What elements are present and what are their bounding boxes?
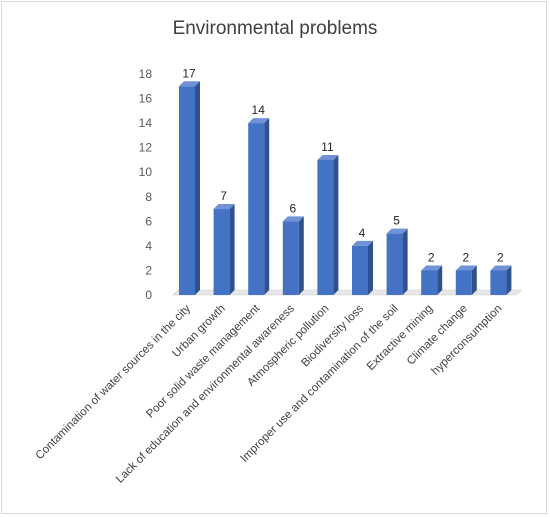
bar [455, 265, 477, 295]
data-label: 2 [462, 250, 469, 264]
bar-side [264, 118, 270, 295]
bar-top [317, 154, 339, 160]
bar-side [195, 81, 200, 296]
bar-side [368, 240, 373, 295]
bar [282, 216, 304, 295]
bar-front [282, 221, 299, 295]
bar-side [229, 204, 235, 295]
bar [248, 118, 270, 295]
bar-top [455, 265, 477, 271]
bar-side [471, 265, 477, 295]
y-tick-label: 16 [139, 92, 153, 106]
chart-title: Environmental problems [172, 18, 378, 39]
y-tick-label: 6 [145, 214, 152, 228]
y-tick-label: 18 [139, 67, 153, 81]
y-tick-label: 4 [145, 239, 152, 253]
bar-top [282, 216, 304, 222]
bar-side [506, 265, 512, 295]
category-label: Climate change [405, 303, 470, 368]
bar [352, 240, 373, 295]
data-label: 2 [428, 250, 435, 264]
bar-top [386, 228, 408, 234]
data-label: 5 [393, 214, 400, 228]
category-label: Extractive mining [365, 303, 435, 373]
bar-side [437, 265, 443, 295]
data-label: 14 [252, 103, 266, 117]
data-label: 6 [289, 201, 296, 215]
bar [490, 265, 512, 295]
bar-front [317, 159, 334, 295]
bar-front [248, 123, 265, 295]
bar-top [179, 81, 200, 87]
y-tick-label: 14 [139, 116, 153, 130]
bar-top [490, 265, 512, 271]
y-tick-label: 8 [145, 190, 152, 204]
bar [421, 265, 443, 295]
data-label: 4 [359, 226, 366, 240]
bar-top [248, 118, 270, 124]
bar-front [213, 209, 230, 295]
data-label: 7 [220, 189, 227, 203]
bar-front [490, 270, 507, 295]
bar-side [402, 228, 408, 295]
data-label: 17 [182, 66, 196, 80]
data-label: 11 [321, 140, 334, 154]
bar-front [455, 270, 472, 295]
bar-front [179, 86, 195, 296]
bar-top [352, 240, 373, 246]
bar-top [421, 265, 443, 271]
y-tick-label: 10 [139, 165, 153, 179]
y-tick-label: 0 [145, 288, 152, 302]
bar-front [352, 245, 368, 295]
bar [179, 81, 200, 296]
bar-side [298, 216, 304, 295]
y-tick-label: 12 [139, 141, 153, 155]
category-label: Biodiversity loss [299, 302, 366, 369]
bar-side [333, 154, 339, 295]
bar-front [421, 270, 438, 295]
data-label: 2 [497, 250, 504, 264]
bar [317, 154, 339, 295]
bar-front [386, 233, 403, 295]
y-tick-label: 2 [145, 263, 152, 277]
bar [386, 228, 408, 295]
bar-top [213, 204, 235, 210]
bar [213, 204, 235, 295]
